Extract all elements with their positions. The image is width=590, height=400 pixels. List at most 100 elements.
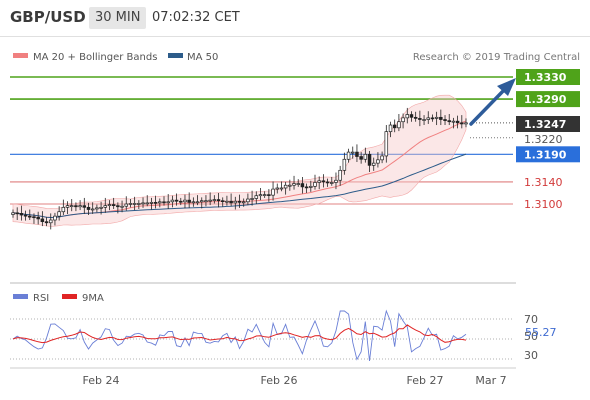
candle-body [283, 184, 288, 189]
rsi-plot-area [10, 309, 513, 362]
candle-body [225, 200, 229, 203]
candle-body [443, 119, 447, 121]
attribution: Research © 2019 Trading Central [413, 52, 580, 63]
forecast-arrow-head [497, 78, 516, 96]
ma9-legend-label: 9MA [82, 293, 104, 304]
candle-body [99, 206, 103, 209]
candle-body [392, 124, 397, 129]
main-plot-area [10, 76, 516, 230]
candle-body [258, 194, 263, 197]
candle-body [32, 216, 36, 219]
ma9-legend-swatch [62, 294, 77, 299]
price-label-box [516, 146, 580, 163]
candle-body [351, 151, 355, 154]
candle-body [90, 208, 95, 211]
rsi-tick-70: 70 [524, 313, 538, 326]
candle-body [212, 199, 217, 201]
candle-body [455, 120, 460, 124]
candle-body [380, 155, 384, 161]
candle-body [208, 199, 212, 202]
candle-body [296, 183, 300, 185]
candle-body [409, 114, 414, 118]
x-tick-feb24: Feb 24 [83, 374, 120, 387]
timestamp: 07:02:32 CET [152, 10, 240, 25]
header-divider [0, 36, 590, 37]
price-label: 1.3247 [524, 118, 566, 131]
ma50-legend-label: MA 50 [187, 52, 218, 63]
candle-body [397, 121, 401, 129]
candle-body [388, 124, 393, 133]
candle-body [166, 201, 170, 204]
candle-body [23, 214, 28, 217]
candle-body [275, 187, 280, 190]
candle-body [57, 211, 61, 217]
ma20-legend-swatch [13, 53, 28, 58]
timeframe-badge[interactable]: 30 MIN [89, 7, 147, 29]
candle-body [250, 198, 254, 200]
candle-body [371, 162, 376, 166]
candle-body [271, 188, 275, 196]
candle-body [69, 205, 74, 208]
candle-body [334, 179, 338, 183]
candle-body [48, 219, 53, 224]
candle-body [237, 200, 242, 203]
candle-body [304, 186, 309, 189]
price-label: 1.3190 [524, 148, 567, 161]
rsi-legend-label: RSI [33, 293, 49, 304]
candle-body [229, 200, 233, 204]
candle-body [401, 117, 405, 123]
candle-body [460, 122, 464, 125]
candle-body [451, 120, 456, 123]
candle-body [405, 114, 410, 119]
candle-body [413, 116, 418, 119]
candle-body [78, 205, 82, 208]
rsi-ma9-line [12, 324, 467, 344]
candle-body [430, 117, 435, 120]
price-label-box [516, 116, 580, 132]
candle-body [53, 215, 57, 221]
candle-body [95, 207, 99, 210]
ma50-legend-swatch [168, 53, 183, 58]
candle-body [28, 215, 32, 218]
candle-body [65, 205, 70, 208]
candle-body [355, 151, 359, 157]
candle-body [116, 205, 120, 208]
candle-body [103, 205, 108, 208]
candle-body [44, 221, 49, 224]
candle-body [267, 194, 271, 196]
candle-body [153, 201, 158, 204]
candle-body [128, 203, 133, 205]
currency-pair-title: GBP/USD [10, 8, 86, 26]
candle-body [158, 201, 162, 204]
chart-header: GBP/USD 30 MIN 07:02:32 CET [0, 0, 590, 36]
candle-body [187, 199, 191, 203]
candle-body [137, 203, 141, 205]
candle-body [162, 201, 166, 204]
candle-body [330, 182, 334, 184]
price-label: 1.3290 [524, 93, 567, 106]
candle-body [204, 200, 208, 203]
candle-body [325, 181, 330, 184]
candle-body [120, 205, 124, 208]
price-label: 1.3330 [524, 71, 567, 84]
candle-body [195, 201, 200, 204]
candle-body [183, 199, 187, 203]
rsi-legend-swatch [13, 294, 28, 299]
rsi-line [12, 309, 467, 362]
candle-body [300, 183, 305, 188]
candle-body [241, 201, 246, 204]
candle-body [422, 119, 426, 121]
price-label: 1.3220 [524, 133, 563, 146]
candle-body [279, 187, 284, 190]
candle-body [19, 213, 24, 216]
candle-body [111, 204, 116, 207]
candle-body [262, 194, 267, 196]
candle-body [36, 216, 40, 220]
forecast-arrow-shaft [469, 86, 508, 126]
candle-body [321, 180, 326, 183]
candle-body [149, 201, 154, 204]
candle-body [216, 199, 221, 202]
candle-body [464, 122, 468, 125]
